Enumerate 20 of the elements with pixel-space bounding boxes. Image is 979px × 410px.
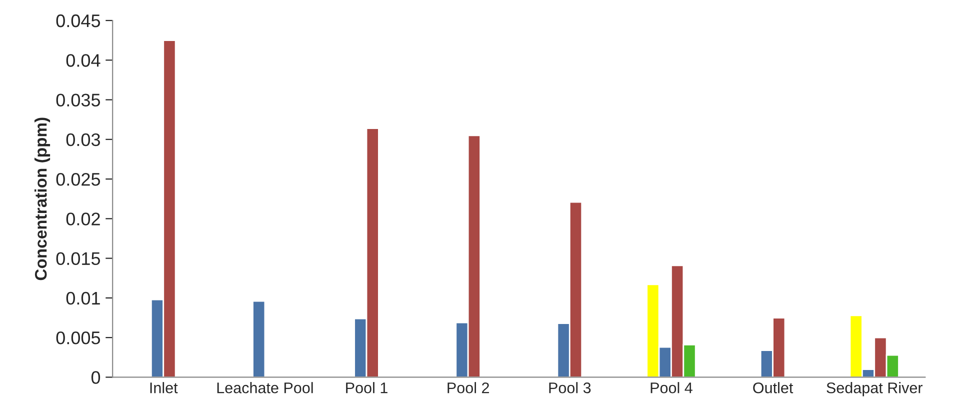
y-tick-label: 0.01 (66, 292, 100, 305)
x-tick-label: Pool 3 (549, 382, 591, 394)
bar (252, 300, 266, 378)
y-tick-label: 0.015 (56, 252, 100, 266)
y-tick-label: 0 (91, 371, 100, 384)
x-tick-label: Pool 2 (448, 382, 489, 394)
y-tick-label: 0.005 (56, 332, 100, 344)
x-tick-label: Inlet (150, 382, 178, 394)
x-tick-label: Leachate Pool (217, 382, 313, 394)
y-tick-label: 0.03 (66, 133, 100, 146)
y-tick-label: 0.04 (66, 54, 100, 67)
y-tick-label: 0.045 (56, 14, 100, 28)
y-tick-label: 0.025 (56, 172, 100, 186)
x-tick-label: Outlet (753, 382, 794, 394)
x-tick-label: Sedapat River (826, 382, 923, 396)
y-tick-label: 0.02 (66, 212, 100, 226)
y-axis-title: Concentration (ppm) (34, 118, 50, 280)
x-tick-label: Pool 1 (346, 382, 388, 394)
x-tick-label: Pool 4 (650, 382, 692, 394)
y-tick-label: 0.035 (56, 94, 100, 106)
